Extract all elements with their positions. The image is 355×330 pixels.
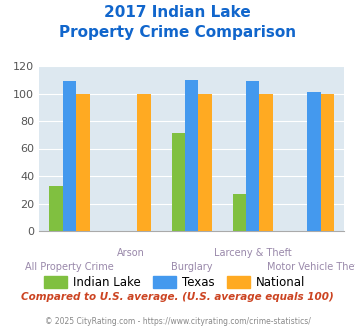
Text: Arson: Arson [117,248,144,258]
Bar [321,93,334,231]
Text: Property Crime Comparison: Property Crime Comparison [59,25,296,40]
Legend: Indian Lake, Texas, National: Indian Lake, Texas, National [39,272,310,294]
Bar [137,93,151,231]
Text: Larceny & Theft: Larceny & Theft [214,248,292,258]
Text: © 2025 CityRating.com - https://www.cityrating.com/crime-statistics/: © 2025 CityRating.com - https://www.city… [45,317,310,326]
Bar [76,93,90,231]
Bar [49,185,63,231]
Text: Compared to U.S. average. (U.S. average equals 100): Compared to U.S. average. (U.S. average … [21,292,334,302]
Bar [260,93,273,231]
Bar [307,92,321,231]
Bar [63,81,76,231]
Text: All Property Crime: All Property Crime [25,262,114,272]
Bar [233,194,246,231]
Text: Burglary: Burglary [171,262,212,272]
Text: 2017 Indian Lake: 2017 Indian Lake [104,5,251,20]
Bar [198,93,212,231]
Bar [171,133,185,231]
Text: Motor Vehicle Theft: Motor Vehicle Theft [267,262,355,272]
Bar [246,81,260,231]
Bar [185,80,198,231]
